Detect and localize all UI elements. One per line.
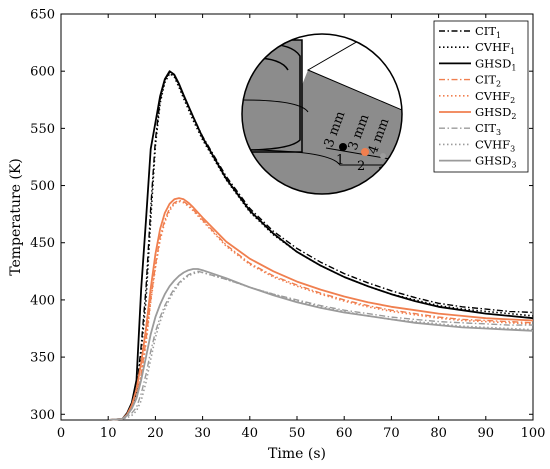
legend-box [433,20,529,173]
x-tick-label: 20 [147,426,164,441]
series-line-cit-3 [108,270,533,421]
legend: CIT1CVHF1GHSD1CIT2CVHF2GHSD2CIT3CVHF3GHS… [433,20,529,173]
y-axis-label: Temperature (K) [8,158,24,276]
y-tick-label: 450 [30,236,55,251]
probe-point-1 [339,143,347,151]
legend-label-ghsd-2: GHSD2 [475,105,516,121]
legend-label-cvhf-3: CVHF3 [475,137,515,153]
y-tick-label: 550 [30,122,55,137]
inset-point-label-1: 1 [336,153,344,168]
legend-label-cit-3: CIT3 [475,121,501,137]
inset-illustration: 3 mm 3 mm 4 mm 1 2 3 [241,33,403,195]
x-axis-label: Time (s) [268,446,326,462]
y-tick-label: 400 [30,293,55,308]
y-tick-label: 300 [30,408,55,423]
y-tick-label: 350 [30,351,55,366]
probe-point-2 [361,148,369,156]
x-tick-label: 90 [478,426,495,441]
probe-point-3 [380,153,386,159]
x-tick-label: 70 [383,426,400,441]
tick-layer: 0 10 20 30 40 50 60 70 80 90 100 300 350 400 450 500 550… [30,8,545,442]
y-tick-label: 650 [30,8,55,23]
x-tick-label: 50 [289,426,306,441]
x-tick-label: 40 [242,426,259,441]
x-tick-label: 10 [100,426,117,441]
series-layer [108,70,534,421]
x-tick-label: 0 [57,426,65,441]
y-tick-label: 500 [30,179,55,194]
series-line-cvhf-3 [108,271,534,421]
legend-label-cit-2: CIT2 [475,73,501,89]
series-line-ghsd-2 [108,197,534,421]
y-tick-label: 600 [30,65,55,80]
x-tick-label: 60 [336,426,353,441]
series-line-ghsd-1 [108,70,534,421]
legend-label-cit-1: CIT1 [475,24,501,40]
legend-label-cvhf-2: CVHF2 [475,89,515,105]
legend-label-ghsd-1: GHSD1 [475,56,516,72]
series-line-cit-1 [108,71,534,421]
series-line-ghsd-3 [108,268,534,421]
x-tick-label: 30 [194,426,211,441]
legend-label-ghsd-3: GHSD3 [475,154,516,170]
x-tick-label: 100 [521,426,546,441]
inset-point-label-2: 2 [357,159,365,174]
legend-label-cvhf-1: CVHF1 [475,40,515,56]
x-tick-label: 80 [430,426,447,441]
